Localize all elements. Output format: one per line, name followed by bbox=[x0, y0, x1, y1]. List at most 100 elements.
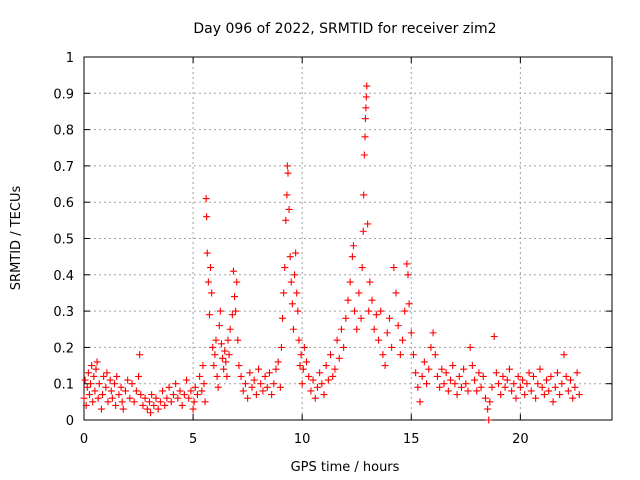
data-point bbox=[159, 387, 167, 395]
data-point bbox=[471, 376, 479, 384]
data-point bbox=[425, 365, 433, 373]
y-axis-label: SRMTID / TECUs bbox=[9, 186, 24, 291]
data-point bbox=[287, 278, 295, 286]
data-point bbox=[346, 278, 354, 286]
data-point bbox=[90, 372, 98, 380]
data-point bbox=[455, 372, 463, 380]
data-point bbox=[283, 191, 291, 199]
data-point bbox=[199, 362, 207, 370]
data-point bbox=[115, 391, 123, 399]
x-tick-label: 5 bbox=[189, 432, 197, 447]
y-tick-label: 0.5 bbox=[53, 233, 74, 248]
data-point bbox=[360, 151, 368, 159]
data-point bbox=[263, 383, 271, 391]
data-point bbox=[360, 191, 368, 199]
data-point bbox=[527, 387, 535, 395]
data-point bbox=[433, 372, 441, 380]
data-point bbox=[516, 383, 524, 391]
y-tick-label: 0.7 bbox=[53, 160, 74, 175]
data-point bbox=[484, 405, 492, 413]
data-point bbox=[97, 405, 105, 413]
data-point bbox=[547, 372, 555, 380]
data-point bbox=[366, 278, 374, 286]
data-point bbox=[409, 351, 417, 359]
data-point bbox=[259, 387, 267, 395]
data-point bbox=[272, 365, 280, 373]
data-point bbox=[538, 383, 546, 391]
data-point bbox=[202, 195, 210, 203]
data-point bbox=[280, 289, 288, 297]
data-point bbox=[172, 380, 180, 388]
x-tick-label: 15 bbox=[403, 432, 420, 447]
data-point bbox=[481, 394, 489, 402]
chart-title: Day 096 of 2022, SRMTID for receiver zim… bbox=[193, 21, 496, 37]
data-point bbox=[281, 264, 289, 272]
data-point bbox=[292, 249, 300, 257]
data-point bbox=[226, 325, 234, 333]
data-point bbox=[130, 398, 138, 406]
data-point bbox=[477, 383, 485, 391]
data-point bbox=[492, 369, 500, 377]
data-point bbox=[214, 383, 222, 391]
data-point bbox=[335, 354, 343, 362]
data-point bbox=[337, 325, 345, 333]
data-point bbox=[363, 82, 371, 90]
data-point bbox=[523, 380, 531, 388]
data-point bbox=[139, 401, 147, 409]
data-point bbox=[183, 376, 191, 384]
data-point bbox=[427, 343, 435, 351]
data-point bbox=[536, 365, 544, 373]
data-point bbox=[390, 264, 398, 272]
data-point bbox=[305, 372, 313, 380]
data-point bbox=[143, 405, 151, 413]
y-tick-label: 0.1 bbox=[53, 378, 74, 393]
data-point bbox=[231, 293, 239, 301]
data-point bbox=[212, 336, 220, 344]
data-point bbox=[512, 394, 520, 402]
data-point bbox=[294, 307, 302, 315]
data-point bbox=[451, 380, 459, 388]
data-point bbox=[508, 387, 516, 395]
data-point bbox=[540, 391, 548, 399]
data-point bbox=[112, 401, 120, 409]
data-point bbox=[203, 213, 211, 221]
data-point bbox=[276, 383, 284, 391]
data-point bbox=[429, 329, 437, 337]
data-point bbox=[241, 380, 249, 388]
data-point bbox=[270, 380, 278, 388]
data-point bbox=[119, 405, 127, 413]
data-point bbox=[136, 351, 144, 359]
data-point bbox=[464, 387, 472, 395]
data-point bbox=[94, 394, 102, 402]
data-point bbox=[217, 340, 225, 348]
data-point bbox=[488, 383, 496, 391]
data-point bbox=[436, 383, 444, 391]
data-point bbox=[225, 351, 233, 359]
data-point bbox=[327, 351, 335, 359]
data-point bbox=[100, 372, 108, 380]
data-point bbox=[178, 401, 186, 409]
y-tick-label: 0.9 bbox=[53, 87, 74, 102]
data-point bbox=[250, 376, 258, 384]
data-point bbox=[486, 398, 494, 406]
data-point bbox=[274, 358, 282, 366]
data-point bbox=[449, 362, 457, 370]
data-point bbox=[189, 405, 197, 413]
y-tick-label: 0.8 bbox=[53, 124, 74, 139]
data-point bbox=[383, 329, 391, 337]
data-point bbox=[364, 220, 372, 228]
data-point bbox=[479, 372, 487, 380]
data-point bbox=[81, 376, 89, 384]
data-point bbox=[235, 362, 243, 370]
data-point bbox=[453, 391, 461, 399]
data-point bbox=[80, 394, 88, 402]
x-tick-label: 20 bbox=[512, 432, 529, 447]
y-tick-label: 1 bbox=[66, 51, 74, 66]
data-point bbox=[203, 249, 211, 257]
data-point bbox=[307, 387, 315, 395]
data-point bbox=[83, 383, 91, 391]
data-point bbox=[111, 380, 119, 388]
y-tick-label: 0.6 bbox=[53, 196, 74, 211]
data-point bbox=[291, 271, 299, 279]
